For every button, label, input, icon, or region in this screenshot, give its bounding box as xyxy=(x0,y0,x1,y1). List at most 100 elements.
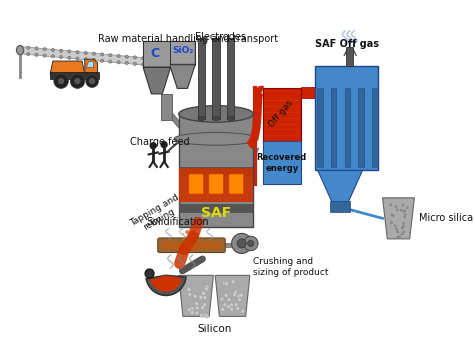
Text: Electrodes: Electrodes xyxy=(195,32,246,42)
Circle shape xyxy=(70,74,85,88)
Circle shape xyxy=(150,64,153,67)
Text: Recovered
energy: Recovered energy xyxy=(256,153,307,173)
Ellipse shape xyxy=(198,116,205,121)
Circle shape xyxy=(35,47,38,50)
Circle shape xyxy=(195,302,199,305)
Circle shape xyxy=(205,314,209,318)
FancyBboxPatch shape xyxy=(158,238,225,253)
Circle shape xyxy=(43,54,46,57)
Circle shape xyxy=(186,245,188,247)
Polygon shape xyxy=(383,198,414,239)
Circle shape xyxy=(204,287,208,291)
Circle shape xyxy=(109,60,112,63)
Circle shape xyxy=(117,54,120,58)
Circle shape xyxy=(133,56,137,59)
Circle shape xyxy=(232,233,252,253)
Polygon shape xyxy=(170,65,195,88)
Circle shape xyxy=(191,311,194,314)
Circle shape xyxy=(389,204,392,206)
Circle shape xyxy=(68,56,71,59)
Circle shape xyxy=(395,205,397,208)
Polygon shape xyxy=(318,171,363,203)
Circle shape xyxy=(402,222,405,225)
Circle shape xyxy=(224,293,228,297)
Circle shape xyxy=(397,231,399,234)
Circle shape xyxy=(400,209,402,212)
Text: C: C xyxy=(150,47,160,60)
Circle shape xyxy=(402,231,405,233)
Circle shape xyxy=(200,313,204,317)
Circle shape xyxy=(233,293,237,297)
Circle shape xyxy=(402,225,405,228)
Circle shape xyxy=(227,298,231,302)
Circle shape xyxy=(403,210,406,212)
Bar xyxy=(179,114,254,227)
FancyBboxPatch shape xyxy=(189,174,203,194)
Circle shape xyxy=(191,240,195,244)
Circle shape xyxy=(398,235,401,238)
Bar xyxy=(358,88,364,167)
Bar xyxy=(345,88,350,167)
Bar xyxy=(331,88,337,167)
Circle shape xyxy=(188,292,191,297)
Bar xyxy=(263,141,301,184)
Circle shape xyxy=(142,57,145,60)
Circle shape xyxy=(241,309,245,313)
Circle shape xyxy=(92,52,96,55)
Circle shape xyxy=(406,206,409,209)
Circle shape xyxy=(233,291,237,295)
Polygon shape xyxy=(85,59,98,74)
Polygon shape xyxy=(143,67,171,94)
Circle shape xyxy=(390,222,393,225)
Circle shape xyxy=(220,307,225,312)
Circle shape xyxy=(233,290,237,294)
Bar xyxy=(301,87,315,98)
Circle shape xyxy=(404,213,407,216)
Bar xyxy=(50,72,100,79)
Polygon shape xyxy=(215,275,250,316)
Text: Tapping and
refining: Tapping and refining xyxy=(128,193,185,237)
Circle shape xyxy=(192,233,194,235)
Bar xyxy=(179,168,254,202)
Bar xyxy=(170,41,195,65)
Ellipse shape xyxy=(179,106,254,122)
Circle shape xyxy=(229,303,233,307)
FancyBboxPatch shape xyxy=(229,174,244,194)
Bar xyxy=(171,42,194,63)
Circle shape xyxy=(223,303,227,307)
Circle shape xyxy=(403,216,406,218)
Text: SAF Off gas: SAF Off gas xyxy=(315,39,379,49)
Circle shape xyxy=(27,46,30,49)
Circle shape xyxy=(18,52,22,55)
Circle shape xyxy=(401,233,403,236)
Text: Micro silica: Micro silica xyxy=(419,213,473,223)
Polygon shape xyxy=(20,46,160,67)
Circle shape xyxy=(187,287,191,291)
Circle shape xyxy=(125,55,128,58)
Circle shape xyxy=(76,57,79,60)
Bar xyxy=(144,42,170,66)
Polygon shape xyxy=(86,61,93,67)
Circle shape xyxy=(145,269,154,278)
Circle shape xyxy=(187,308,191,312)
Circle shape xyxy=(195,306,199,310)
Circle shape xyxy=(402,204,404,206)
Circle shape xyxy=(194,234,197,237)
Circle shape xyxy=(237,294,241,298)
Circle shape xyxy=(190,306,194,310)
Circle shape xyxy=(391,214,393,217)
Circle shape xyxy=(35,53,38,57)
Circle shape xyxy=(395,227,398,230)
Circle shape xyxy=(117,61,120,64)
Bar xyxy=(162,94,173,120)
Circle shape xyxy=(84,58,87,61)
Circle shape xyxy=(54,74,68,88)
Circle shape xyxy=(201,292,206,296)
Circle shape xyxy=(181,242,185,246)
Circle shape xyxy=(244,236,258,251)
Circle shape xyxy=(51,48,55,52)
Circle shape xyxy=(229,307,234,311)
Circle shape xyxy=(182,248,185,250)
Bar xyxy=(330,200,350,212)
Circle shape xyxy=(89,78,95,84)
